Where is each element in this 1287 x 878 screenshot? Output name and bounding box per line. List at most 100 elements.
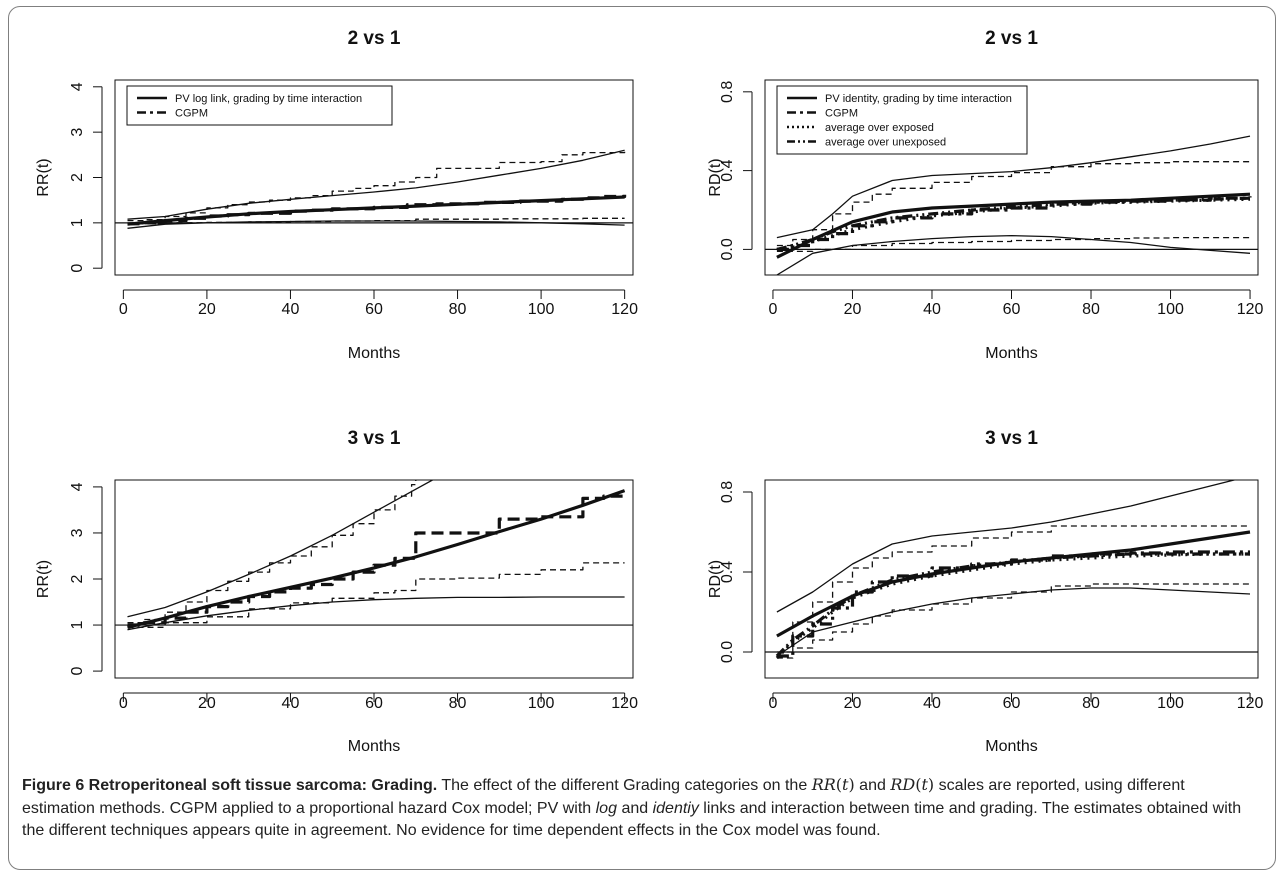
caption-and-2: and: [621, 799, 649, 817]
legend-label: PV log link, grading by time interaction: [175, 93, 362, 105]
chart-panel-4: 3 vs 1 0 20 40 60 80 100 120 Months 0.0 0.4 0.8 RD(t…: [707, 428, 1263, 755]
charts-area: 2 vs 10 20 40 60 80 100 120Months01234RR(t)PV …: [35, 28, 1263, 755]
x-tick-label: 60: [1003, 301, 1021, 318]
x-tick-label: 40: [282, 695, 300, 712]
x-tick-label: 0: [119, 695, 128, 712]
x-tick-label: 100: [1157, 695, 1184, 712]
legend-label: PV identity, grading by time interaction: [825, 93, 1012, 105]
series-line-3: [776, 587, 1251, 657]
x-tick-label: 20: [844, 695, 862, 712]
series-line-1: [776, 192, 1251, 259]
series-line-3: [776, 234, 1251, 275]
legend-label: average over unexposed: [825, 137, 946, 149]
series-line-8: [776, 583, 1250, 659]
legend-label: average over exposed: [825, 122, 934, 134]
series-line-8: [776, 236, 1250, 253]
legend-box: [126, 85, 393, 126]
y-tick-label: 3: [69, 128, 86, 137]
x-tick-label: 120: [1237, 301, 1264, 318]
y-tick-label: 0: [69, 667, 86, 676]
series-line-6: [776, 196, 1251, 251]
figure-frame: [8, 6, 1276, 870]
y-tick-label: 0.0: [719, 238, 736, 260]
caption-figure-label: Figure 6 Retroperitoneal soft tissue sar…: [22, 777, 438, 794]
caption-math-rr: RR(t): [811, 775, 855, 794]
x-tick-label: 40: [282, 301, 300, 318]
x-axis-label: Months: [985, 738, 1037, 755]
series-line-2: [776, 480, 1237, 613]
series-line-2: [127, 480, 433, 618]
series-line-4: [127, 494, 625, 627]
y-tick-label: 2: [69, 173, 86, 182]
x-tick-label: 20: [198, 301, 216, 318]
legend: PV identity, grading by time interaction…: [776, 85, 1028, 155]
x-tick-label: 80: [1082, 301, 1100, 318]
legend-box: [776, 85, 1028, 155]
x-tick-label: 100: [528, 695, 555, 712]
y-tick-label: 0.0: [719, 641, 736, 663]
series-line-5: [775, 552, 1250, 660]
chart-panel-2: 2 vs 1 0 20 40 60 80 100 120 Months 0.0 0.4 0.8 RD(t…: [707, 28, 1263, 362]
legend-label: CGPM: [175, 108, 208, 120]
y-tick-label: 1: [69, 218, 86, 227]
x-tick-label: 60: [365, 695, 383, 712]
x-tick-label: 80: [449, 695, 467, 712]
caption-text-1: The effect of the different Grading cate…: [441, 777, 808, 794]
y-tick-label: 3: [69, 528, 86, 537]
x-tick-label: 80: [449, 301, 467, 318]
y-tick-label: 4: [69, 482, 86, 491]
series-line-3: [127, 596, 625, 631]
x-tick-label: 60: [365, 301, 383, 318]
series-line-2: [776, 135, 1251, 239]
x-tick-label: 20: [198, 695, 216, 712]
y-axis-label: RR(t): [35, 158, 52, 196]
series-line-6: [127, 562, 625, 628]
x-tick-label: 120: [611, 301, 638, 318]
x-tick-label: 120: [1237, 695, 1264, 712]
y-tick-label: 0.4: [719, 561, 736, 583]
series-line-5: [776, 197, 1251, 251]
y-tick-label: 0.8: [719, 481, 736, 503]
series-line-4: [127, 194, 627, 226]
series-line-3: [127, 220, 625, 229]
x-tick-label: 80: [1082, 695, 1100, 712]
chart-title: 2 vs 1: [985, 28, 1038, 49]
x-tick-label: 40: [923, 695, 941, 712]
series-line-6: [127, 217, 625, 225]
series-line-7: [776, 525, 1250, 653]
y-tick-label: 0.8: [719, 81, 736, 103]
x-tick-label: 60: [1003, 695, 1021, 712]
x-axis-label: Months: [985, 345, 1037, 362]
caption-log: log: [595, 799, 617, 817]
plot-frame: [764, 79, 1259, 276]
x-tick-label: 0: [768, 695, 777, 712]
caption-math-rd: RD(t): [890, 775, 935, 794]
legend-label: CGPM: [825, 108, 858, 120]
x-tick-label: 40: [923, 301, 941, 318]
y-tick-label: 4: [69, 82, 86, 91]
y-tick-label: 0.4: [719, 159, 736, 181]
y-axis-label: RD(t): [707, 158, 724, 196]
y-tick-label: 1: [69, 620, 86, 629]
caption-text-2: scales are reported, using different est…: [22, 777, 1185, 817]
series-line-1: [776, 530, 1251, 638]
x-tick-label: 120: [611, 695, 638, 712]
chart-title: 2 vs 1: [348, 28, 401, 49]
chart-title: 3 vs 1: [985, 428, 1038, 449]
y-axis-label: RD(t): [707, 560, 724, 598]
chart-panel-1: 2 vs 1 0 20 40 60 80 100 120 Months 0 1 2 3 4 RR(t) PV …: [35, 28, 638, 362]
series-line-6: [775, 552, 1250, 658]
x-tick-label: 100: [1157, 301, 1184, 318]
series-line-7: [776, 161, 1250, 247]
figure-caption: Figure 6 Retroperitoneal soft tissue sar…: [22, 774, 1262, 843]
legend: PV log link, grading by time interaction…: [126, 85, 393, 126]
x-tick-label: 20: [844, 301, 862, 318]
x-axis-label: Months: [348, 345, 400, 362]
x-tick-label: 100: [528, 301, 555, 318]
x-tick-label: 0: [119, 301, 128, 318]
series-line-5: [127, 151, 626, 222]
plot-frame: [114, 479, 634, 679]
y-axis-label: RR(t): [35, 560, 52, 598]
chart-title: 3 vs 1: [348, 428, 401, 449]
plot-frame: [764, 479, 1259, 679]
